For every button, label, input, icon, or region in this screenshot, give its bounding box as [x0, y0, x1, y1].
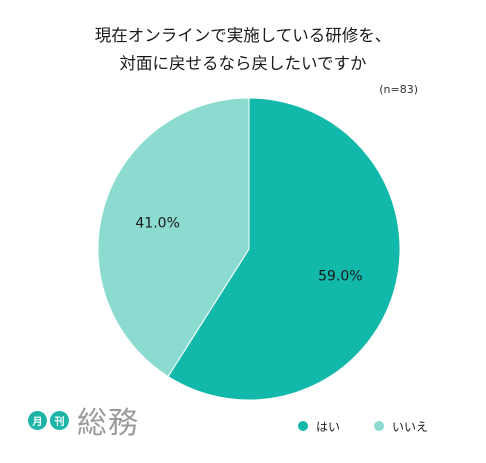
legend-label-hai: はい: [316, 419, 341, 434]
pie-slice-hai: [167, 97, 401, 401]
chart-title-line2: 対面に戻せるなら戻したいですか: [119, 54, 367, 73]
legend-item-hai: はい: [298, 416, 340, 436]
legend-label-iie: いいえ: [392, 419, 429, 434]
data-label-hai: 59.0%: [318, 269, 362, 285]
data-label-iie: 41.0%: [135, 215, 179, 231]
chart-title-line1: 現在オンラインで実施している研修を、: [94, 26, 392, 45]
logo-badge-2: 刊: [50, 410, 69, 430]
sample-size-note: (n=83): [379, 83, 418, 96]
logo-badge-1: 月: [28, 410, 47, 430]
legend-item-iie: いいえ: [374, 416, 428, 436]
pie-slice-iie: [97, 97, 250, 378]
legend-marker-iie: [374, 421, 384, 431]
legend-marker-hai: [298, 421, 308, 431]
gekkan-soumu-logo: 月 刊 総務: [28, 398, 139, 442]
logo-text: 総務: [77, 406, 139, 441]
